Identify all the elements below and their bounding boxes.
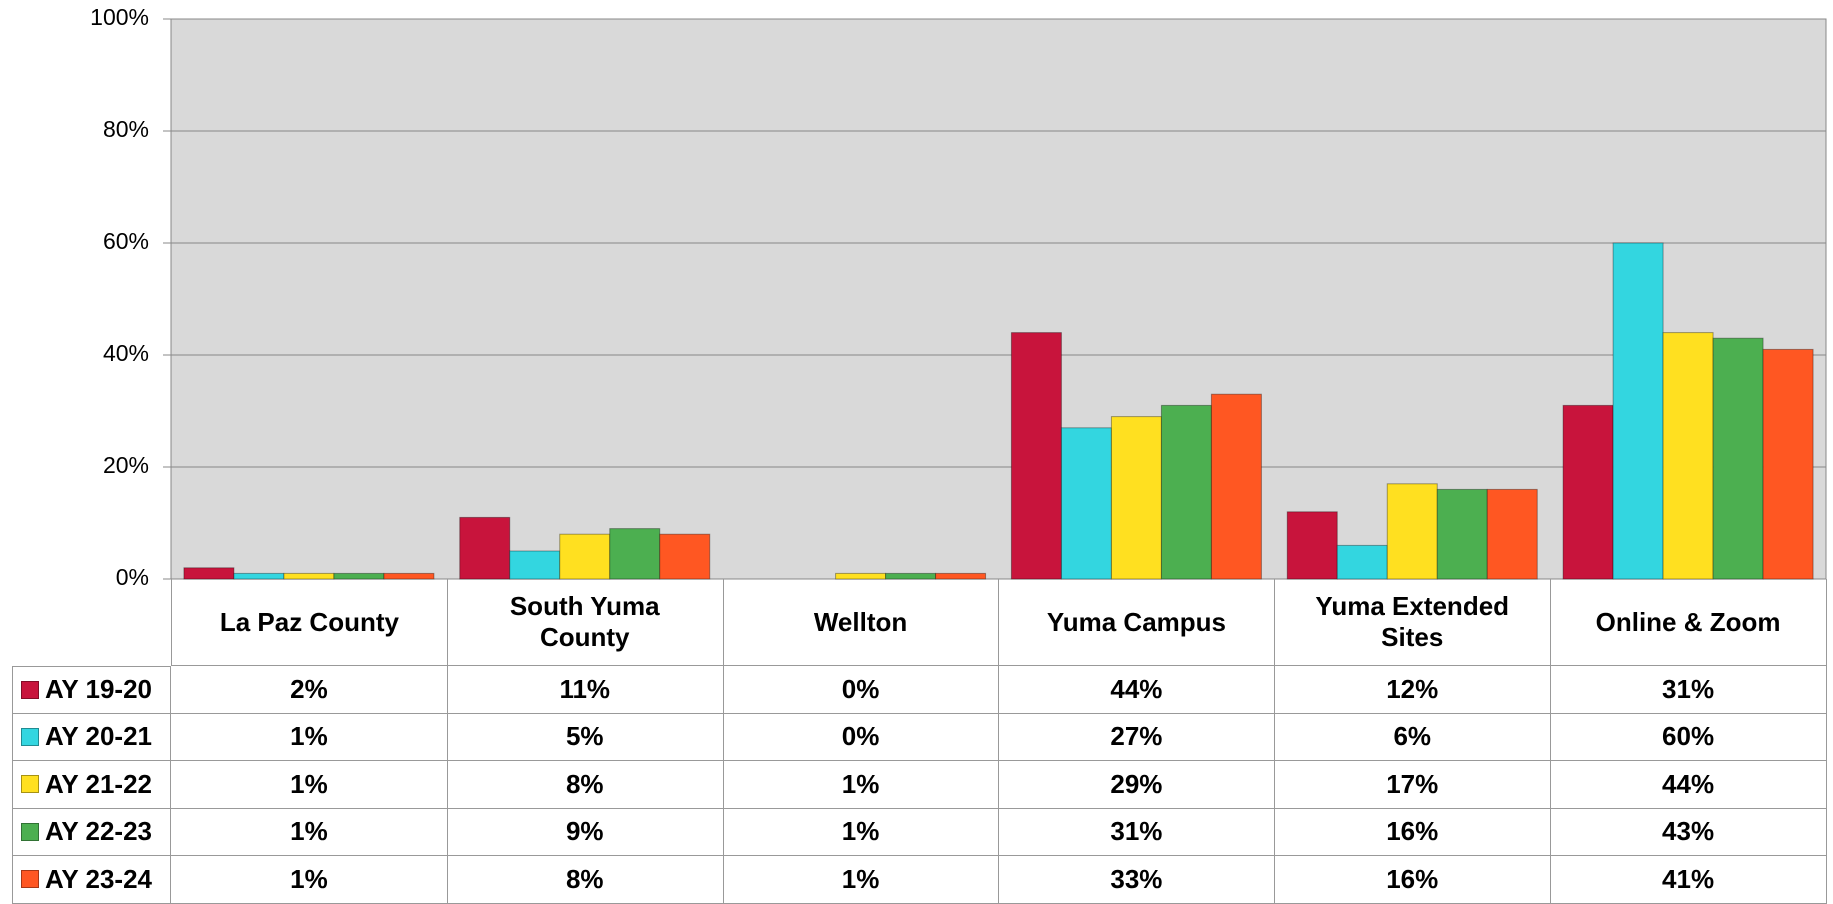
legend-entry: AY 22-23 — [12, 808, 171, 856]
bar — [609, 528, 661, 580]
legend-swatch — [21, 870, 39, 889]
y-tick-label: 100% — [90, 4, 149, 30]
bar — [1010, 332, 1062, 580]
bar — [183, 567, 235, 580]
bar — [509, 550, 561, 580]
data-label: 44% — [1550, 761, 1827, 809]
bar — [1762, 348, 1814, 580]
data-label: 1% — [722, 856, 1000, 904]
bar — [1110, 416, 1162, 580]
data-label: 1% — [171, 761, 448, 809]
bar — [659, 533, 711, 580]
legend-swatch — [21, 727, 39, 746]
data-label: 8% — [446, 761, 724, 809]
x-tick-label: Online & Zoom — [1550, 579, 1827, 666]
legend-swatch — [21, 775, 39, 794]
x-tick-label: South Yuma County — [446, 579, 724, 666]
bar — [1436, 488, 1488, 580]
y-tick-label: 60% — [103, 228, 149, 254]
bar — [1486, 488, 1538, 580]
data-label: 1% — [722, 808, 1000, 856]
data-label: 1% — [171, 713, 448, 761]
data-label: 12% — [1274, 666, 1552, 714]
legend-entry: AY 23-24 — [12, 856, 171, 904]
y-tick-label: 40% — [103, 340, 149, 366]
data-label: 0% — [722, 713, 1000, 761]
bar — [1712, 337, 1764, 580]
data-label: 29% — [998, 761, 1276, 809]
x-tick-label: Wellton — [722, 579, 1000, 666]
data-label: 44% — [998, 666, 1276, 714]
data-label: 43% — [1550, 808, 1827, 856]
data-label: 8% — [446, 856, 724, 904]
bar — [459, 516, 511, 580]
legend-entry: AY 20-21 — [12, 713, 171, 761]
bar — [1562, 404, 1614, 580]
legend-label: AY 19-20 — [45, 674, 152, 705]
data-label: 1% — [171, 856, 448, 904]
data-label: 5% — [446, 713, 724, 761]
data-label: 27% — [998, 713, 1276, 761]
legend-entry: AY 21-22 — [12, 761, 171, 809]
bar — [1210, 393, 1262, 580]
bar — [1336, 544, 1388, 580]
data-label: 9% — [446, 808, 724, 856]
bar — [1386, 483, 1438, 580]
legend-label: AY 20-21 — [45, 721, 152, 752]
legend-swatch — [21, 822, 39, 841]
data-label: 2% — [171, 666, 448, 714]
data-label: 33% — [998, 856, 1276, 904]
data-label: 6% — [1274, 713, 1552, 761]
legend-entry: AY 19-20 — [12, 666, 171, 714]
data-label: 17% — [1274, 761, 1552, 809]
data-label: 60% — [1550, 713, 1827, 761]
data-label: 16% — [1274, 856, 1552, 904]
plot-area — [170, 18, 1827, 580]
y-tick-label: 20% — [103, 452, 149, 478]
data-label: 11% — [446, 666, 724, 714]
data-label: 0% — [722, 666, 1000, 714]
legend-label: AY 23-24 — [45, 863, 152, 894]
bar — [1060, 427, 1112, 580]
data-label: 31% — [998, 808, 1276, 856]
x-tick-label: La Paz County — [171, 579, 448, 666]
data-label: 16% — [1274, 808, 1552, 856]
data-label: 1% — [171, 808, 448, 856]
data-label: 31% — [1550, 666, 1827, 714]
bar — [1286, 511, 1338, 580]
y-tick-label: 0% — [116, 564, 149, 590]
y-tick-label: 80% — [103, 116, 149, 142]
x-tick-label: Yuma Extended Sites — [1274, 579, 1552, 666]
legend-label: AY 21-22 — [45, 768, 152, 799]
bar — [383, 572, 435, 580]
bar — [1160, 404, 1212, 580]
legend-label: AY 22-23 — [45, 816, 152, 847]
data-label: 41% — [1550, 856, 1827, 904]
bar — [559, 533, 611, 580]
bar — [1662, 332, 1714, 580]
legend-swatch — [21, 680, 39, 699]
data-label: 1% — [722, 761, 1000, 809]
x-tick-label: Yuma Campus — [998, 579, 1276, 666]
bar — [1612, 242, 1664, 580]
bar — [935, 572, 987, 580]
